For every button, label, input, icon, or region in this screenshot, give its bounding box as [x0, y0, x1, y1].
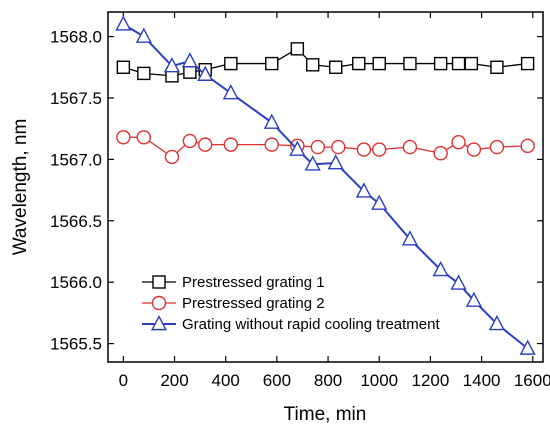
data-point: [306, 58, 320, 72]
y-tick-label: 1567.0: [50, 150, 102, 169]
data-point: [372, 142, 387, 157]
data-point: [520, 56, 535, 71]
series-2: [116, 130, 535, 165]
legend: Prestressed grating 1 Prestressed grating…: [142, 274, 440, 333]
legend-item: Prestressed grating 1: [142, 274, 325, 291]
data-point: [355, 182, 372, 198]
data-point: [183, 65, 197, 79]
data-point: [163, 57, 181, 73]
data-point: [164, 149, 180, 165]
y-tick-label: 1568.0: [50, 28, 102, 47]
data-point: [433, 146, 448, 161]
data-point: [310, 139, 326, 155]
y-tick-label: 1567.5: [50, 89, 102, 108]
legend-swatch-marker: [152, 275, 166, 289]
y-axis-title: Wavelength, nm: [10, 119, 31, 256]
legend-item: Grating without rapid cooling treatment: [142, 314, 440, 333]
data-point: [520, 138, 535, 154]
data-point: [465, 291, 482, 307]
plot-frame: [107, 11, 544, 363]
x-tick-label: 800: [314, 371, 342, 390]
data-point: [265, 56, 279, 71]
data-point: [198, 137, 213, 152]
data-point: [433, 56, 448, 71]
data-point: [371, 194, 388, 210]
data-point: [329, 60, 343, 74]
legend-label: Prestressed grating 1: [182, 274, 325, 291]
legend-swatch-marker: [150, 314, 168, 331]
data-point: [432, 260, 449, 277]
data-point: [290, 42, 305, 56]
data-point: [450, 274, 467, 290]
x-tick-label: 1000: [360, 371, 398, 390]
x-tick-label: 400: [212, 371, 240, 390]
data-point: [222, 84, 239, 100]
data-point: [135, 27, 152, 43]
data-point: [327, 154, 344, 170]
legend-swatch-marker: [151, 295, 167, 311]
data-point: [372, 56, 386, 71]
x-tick-label: 1400: [463, 371, 501, 390]
data-point: [402, 139, 418, 155]
data-point: [289, 140, 306, 156]
y-tick-label: 1565.5: [50, 335, 102, 354]
data-point: [451, 56, 466, 71]
data-point: [490, 60, 504, 74]
data-point: [263, 113, 280, 129]
x-tick-label: 1200: [411, 371, 449, 390]
legend-item: Prestressed grating 2: [142, 295, 325, 312]
data-point: [356, 142, 372, 157]
series-3: [115, 15, 536, 355]
legend-label: Grating without rapid cooling treatment: [182, 316, 440, 333]
y-tick-label: 1566.5: [50, 212, 102, 231]
data-point: [182, 133, 198, 149]
legend-label: Prestressed grating 2: [182, 295, 325, 312]
x-axis-title: Time, min: [284, 404, 367, 425]
data-point: [116, 130, 131, 145]
x-tick-label: 1600: [514, 371, 550, 390]
data-point: [401, 230, 419, 246]
data-point: [464, 56, 479, 71]
data-point: [352, 56, 366, 71]
data-point: [264, 137, 279, 152]
series-layer: [115, 15, 536, 355]
data-point: [488, 314, 506, 331]
series-1: [116, 42, 535, 83]
data-point: [115, 15, 132, 31]
data-point: [136, 130, 152, 145]
data-point: [197, 65, 214, 81]
data-point: [331, 139, 346, 155]
data-point: [451, 134, 466, 150]
x-tick-label: 0: [119, 371, 128, 390]
y-axis: 1565.5 1566.0 1566.5 1567.0 1567.5 1568.0: [50, 28, 543, 354]
x-tick-label: 200: [160, 371, 188, 390]
data-point: [403, 56, 417, 71]
data-point: [116, 60, 131, 74]
x-tick-label: 600: [263, 371, 291, 390]
data-point: [137, 66, 151, 81]
data-point: [466, 142, 482, 157]
data-point: [223, 137, 239, 152]
y-tick-label: 1566.0: [50, 273, 102, 292]
data-point: [181, 52, 198, 68]
x-axis: 0 200 400 600 800 1000 1200 1400 1600: [119, 12, 550, 390]
data-point: [304, 155, 321, 171]
data-point: [224, 56, 238, 71]
data-point: [489, 139, 505, 155]
data-point: [519, 339, 536, 355]
